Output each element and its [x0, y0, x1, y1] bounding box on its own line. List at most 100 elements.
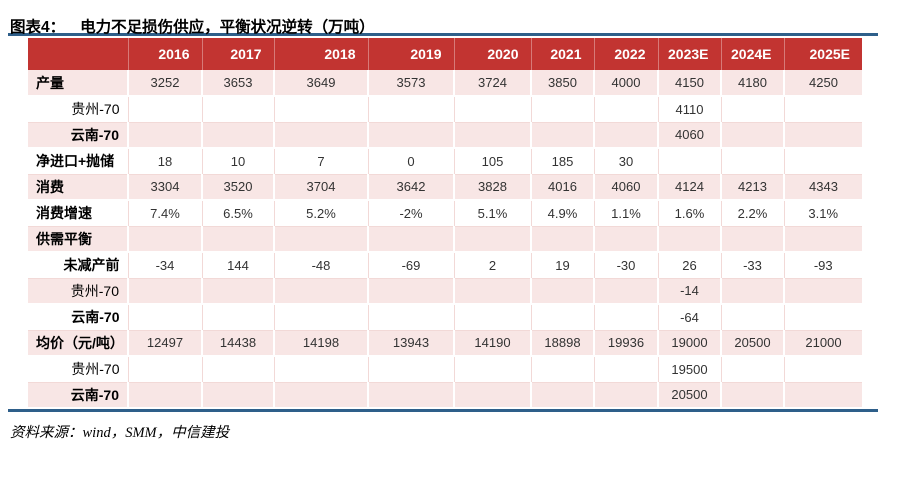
data-cell	[721, 304, 785, 331]
data-cell: 3704	[274, 174, 369, 201]
table-row: 云南-70 -64	[28, 304, 862, 331]
year-header-2025E: 2025E	[784, 38, 862, 70]
table-row: 贵州-70 4110	[28, 96, 862, 123]
data-cell: 1.1%	[594, 200, 659, 227]
data-cell	[368, 122, 455, 149]
data-cell	[594, 96, 659, 123]
data-cell: 4110	[658, 96, 722, 123]
data-cell	[128, 382, 203, 409]
data-cell: 2.2%	[721, 200, 785, 227]
data-cell: 144	[202, 252, 275, 279]
data-cell: 3724	[454, 70, 532, 97]
row-label: 云南-70	[28, 382, 129, 409]
top-rule	[8, 33, 878, 36]
data-cell	[274, 356, 369, 383]
data-cell: 4343	[784, 174, 862, 201]
data-cell	[531, 356, 595, 383]
data-cell: 4180	[721, 70, 785, 97]
year-header-2023E: 2023E	[658, 38, 722, 70]
data-cell: 14198	[274, 330, 369, 357]
data-cell: 2	[454, 252, 532, 279]
data-cell	[274, 382, 369, 409]
data-cell: -64	[658, 304, 722, 331]
data-cell	[202, 226, 275, 253]
data-cell	[128, 304, 203, 331]
data-cell	[274, 96, 369, 123]
data-cell	[368, 304, 455, 331]
data-cell: 20500	[721, 330, 785, 357]
table-header-row: 2016 2017 2018 2019 2020 2021 2022 2023E 2024E 20…	[28, 38, 862, 70]
data-cell	[531, 226, 595, 253]
data-cell	[274, 278, 369, 305]
data-cell	[368, 226, 455, 253]
data-cell: 3828	[454, 174, 532, 201]
data-cell: 4000	[594, 70, 659, 97]
data-cell	[784, 304, 862, 331]
table-row: 消费 3304 3520 3704 3642 3828 4016 4060 4124 4213 43…	[28, 174, 862, 201]
data-cell	[594, 356, 659, 383]
table-row: 贵州-70 -14	[28, 278, 862, 305]
data-cell: 4213	[721, 174, 785, 201]
data-cell	[128, 226, 203, 253]
data-cell: 3573	[368, 70, 455, 97]
bottom-rule	[8, 409, 878, 412]
data-cell	[784, 382, 862, 409]
data-cell: -48	[274, 252, 369, 279]
data-cell	[594, 304, 659, 331]
year-header-2017: 2017	[202, 38, 275, 70]
data-cell: 19000	[658, 330, 722, 357]
data-cell	[202, 382, 275, 409]
data-cell	[274, 226, 369, 253]
data-cell: 3304	[128, 174, 203, 201]
data-cell: 20500	[658, 382, 722, 409]
year-header-2024E: 2024E	[721, 38, 785, 70]
data-cell	[368, 278, 455, 305]
data-cell	[454, 278, 532, 305]
data-cell	[454, 226, 532, 253]
data-cell	[128, 278, 203, 305]
data-cell	[368, 96, 455, 123]
data-cell	[721, 356, 785, 383]
data-cell: 21000	[784, 330, 862, 357]
data-cell	[658, 226, 722, 253]
data-cell	[721, 148, 785, 175]
data-cell	[721, 226, 785, 253]
data-cell	[531, 122, 595, 149]
data-cell: 3850	[531, 70, 595, 97]
table-row: 产量 3252 3653 3649 3573 3724 3850 4000 4150 4180 42…	[28, 70, 862, 97]
data-cell: 18	[128, 148, 203, 175]
data-cell	[594, 382, 659, 409]
data-cell: -33	[721, 252, 785, 279]
data-cell: 7.4%	[128, 200, 203, 227]
table-row: 消费增速 7.4% 6.5% 5.2% -2% 5.1% 4.9% 1.1% 1.6% 2.2% 3…	[28, 200, 862, 227]
data-cell: 3649	[274, 70, 369, 97]
data-cell	[368, 382, 455, 409]
data-cell	[274, 304, 369, 331]
data-cell	[454, 122, 532, 149]
row-label: 消费增速	[28, 200, 129, 227]
data-cell: 3642	[368, 174, 455, 201]
data-cell: 12497	[128, 330, 203, 357]
data-cell: -93	[784, 252, 862, 279]
data-cell	[531, 96, 595, 123]
year-header-2016: 2016	[128, 38, 203, 70]
data-cell: 3.1%	[784, 200, 862, 227]
data-cell	[202, 122, 275, 149]
data-cell: 5.1%	[454, 200, 532, 227]
data-cell	[454, 96, 532, 123]
year-header-2022: 2022	[594, 38, 659, 70]
data-cell: 0	[368, 148, 455, 175]
data-cell	[531, 304, 595, 331]
data-cell: 14190	[454, 330, 532, 357]
data-cell: -2%	[368, 200, 455, 227]
data-cell	[274, 122, 369, 149]
data-cell	[202, 356, 275, 383]
data-cell	[128, 356, 203, 383]
year-header-2018: 2018	[274, 38, 369, 70]
row-label: 云南-70	[28, 304, 129, 331]
data-cell: -34	[128, 252, 203, 279]
row-label: 未减产前	[28, 252, 129, 279]
data-cell: 19500	[658, 356, 722, 383]
data-cell: 4016	[531, 174, 595, 201]
exhibit-title: 电力不足损伤供应，平衡状况逆转（万吨）	[80, 19, 375, 36]
